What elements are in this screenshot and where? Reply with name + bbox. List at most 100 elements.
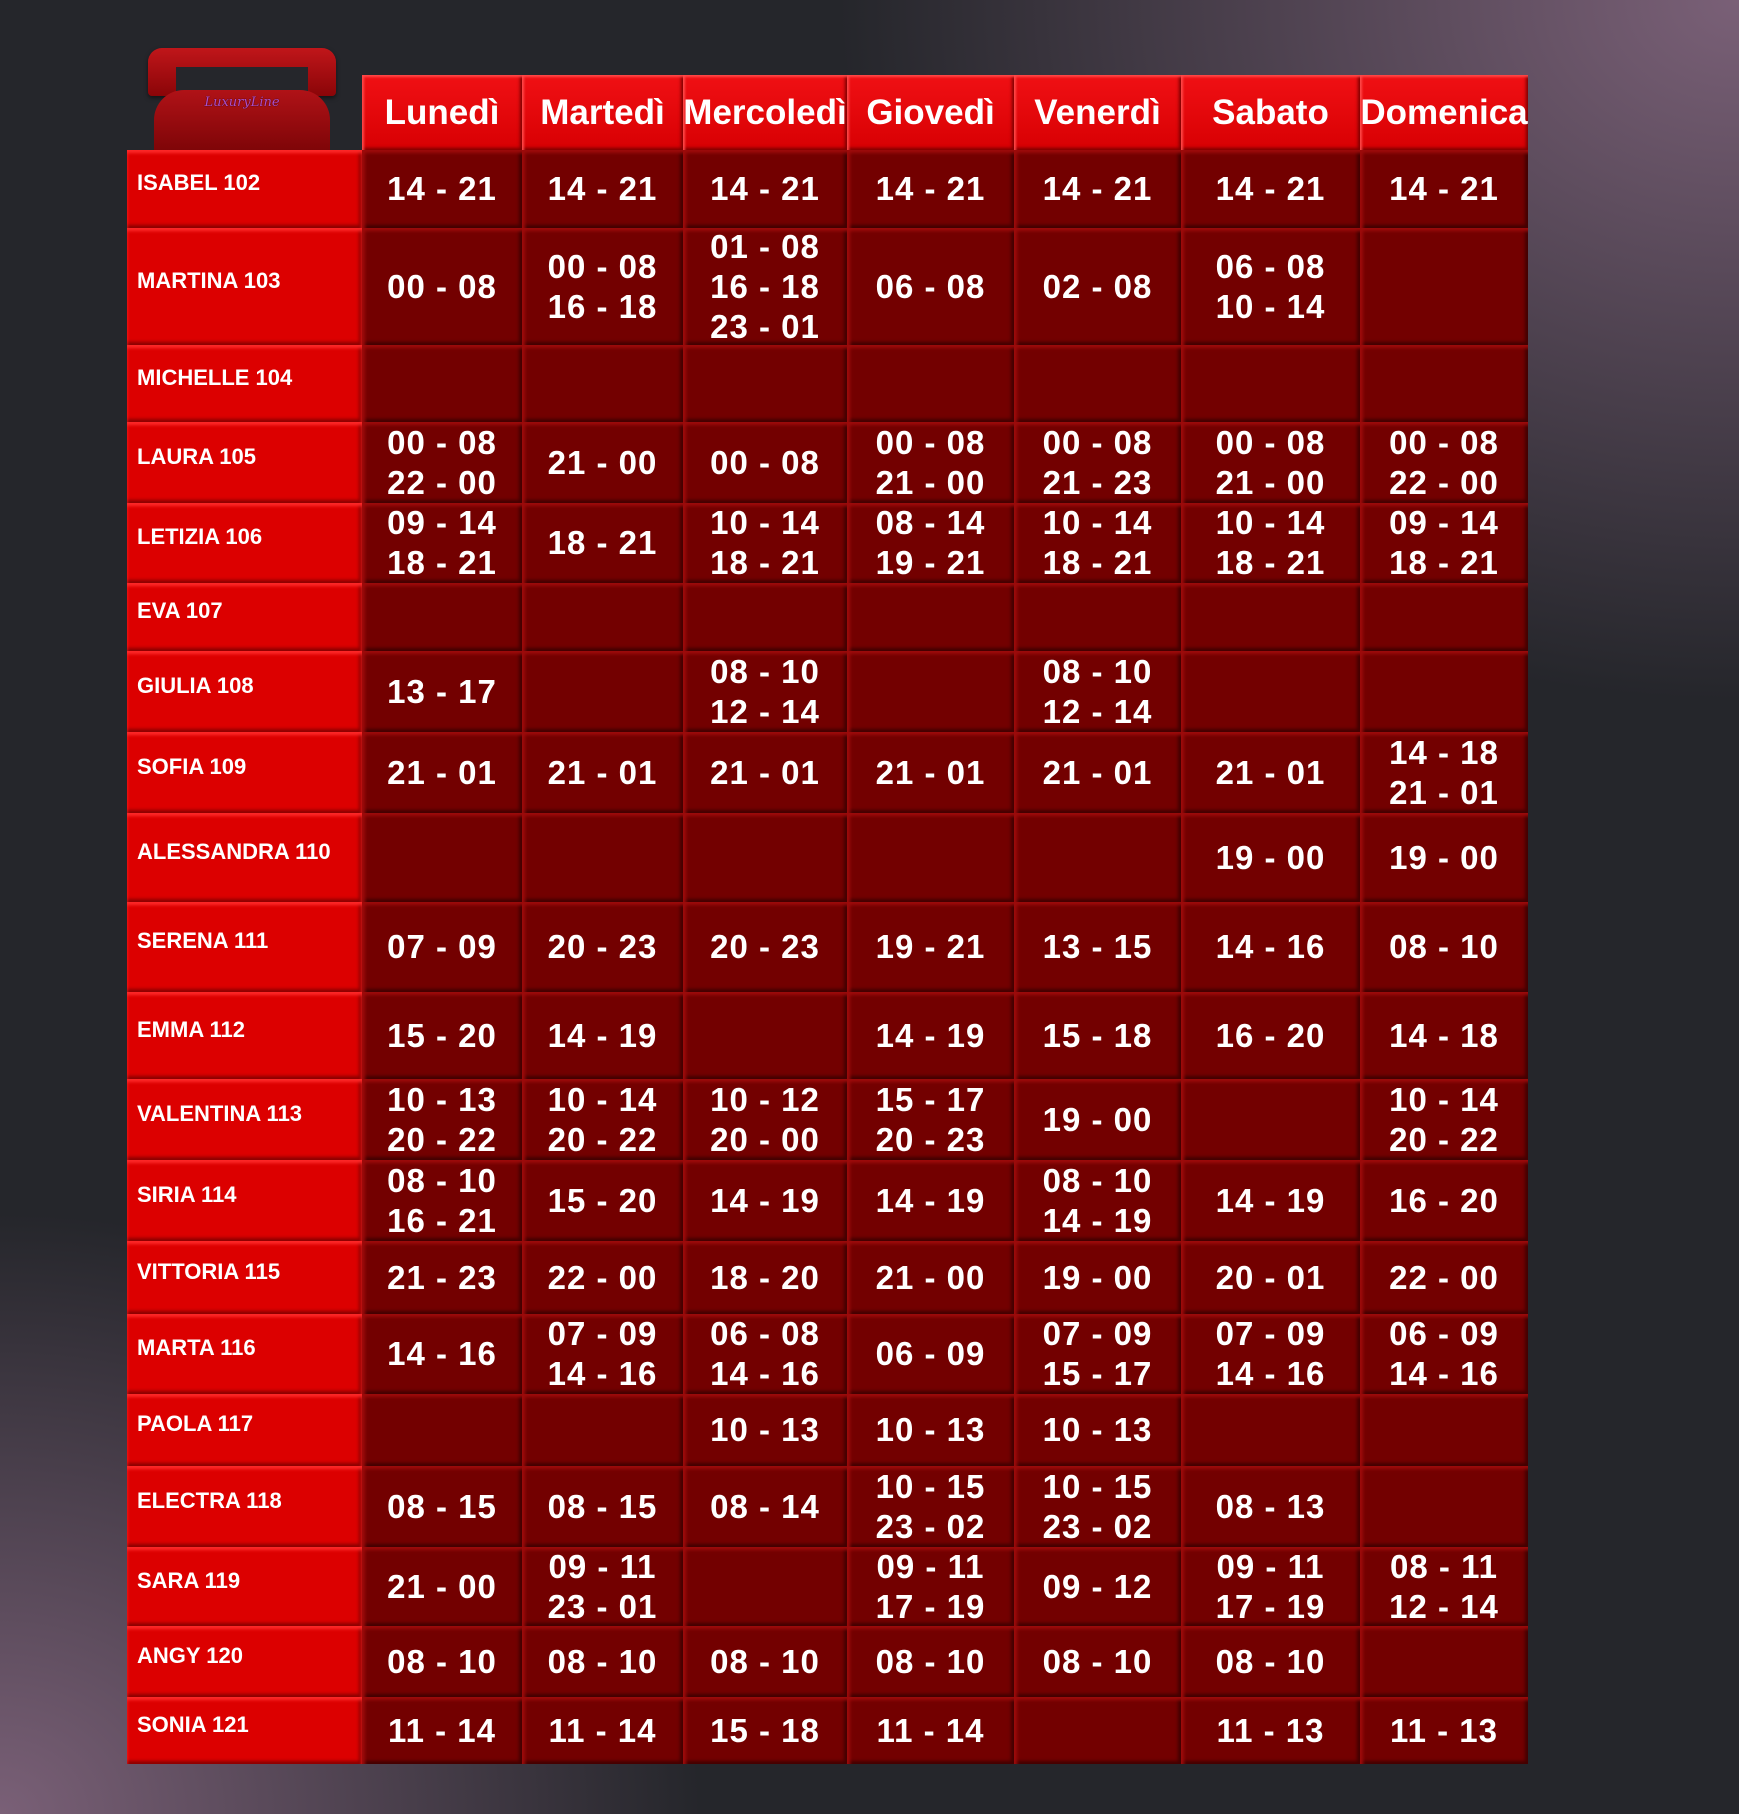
schedule-cell (522, 1394, 683, 1466)
day-header-4: Venerdì (1014, 75, 1181, 150)
schedule-cell: 06 - 09 14 - 16 (1360, 1314, 1528, 1394)
schedule-cell: 15 - 18 (1014, 992, 1181, 1079)
schedule-cell: 08 - 10 (1014, 1626, 1181, 1697)
schedule-cell (1181, 583, 1360, 651)
schedule-cell: 00 - 08 21 - 00 (1181, 422, 1360, 503)
schedule-cell: 21 - 00 (362, 1547, 522, 1626)
schedule-cell: 14 - 21 (683, 150, 847, 228)
schedule-cell: 00 - 08 22 - 00 (362, 422, 522, 503)
schedule-cell: 08 - 10 12 - 14 (1014, 651, 1181, 732)
schedule-cell: 08 - 11 12 - 14 (1360, 1547, 1528, 1626)
schedule-cell: 14 - 18 21 - 01 (1360, 732, 1528, 813)
schedule-cell: 16 - 20 (1360, 1160, 1528, 1241)
schedule-cell (683, 813, 847, 902)
schedule-cell: 18 - 21 (522, 503, 683, 583)
schedule-cell (1014, 813, 1181, 902)
operator-name: VALENTINA 113 (127, 1079, 362, 1160)
schedule-cell: 21 - 01 (1014, 732, 1181, 813)
schedule-cell: 14 - 21 (847, 150, 1014, 228)
schedule-cell: 15 - 20 (362, 992, 522, 1079)
schedule-cell: 14 - 18 (1360, 992, 1528, 1079)
schedule-cell: 09 - 14 18 - 21 (1360, 503, 1528, 583)
schedule-cell: 10 - 13 (683, 1394, 847, 1466)
schedule-cell: 10 - 14 18 - 21 (1014, 503, 1181, 583)
schedule-cell: 07 - 09 (362, 902, 522, 992)
schedule-cell: 00 - 08 21 - 23 (1014, 422, 1181, 503)
schedule-cell: 08 - 10 14 - 19 (1014, 1160, 1181, 1241)
schedule-cell: 21 - 01 (1181, 732, 1360, 813)
schedule-cell: 14 - 19 (683, 1160, 847, 1241)
operator-name: ANGY 120 (127, 1626, 362, 1697)
schedule-cell: 15 - 17 20 - 23 (847, 1079, 1014, 1160)
schedule-cell: 19 - 00 (1181, 813, 1360, 902)
schedule-cell: 14 - 19 (522, 992, 683, 1079)
schedule-cell: 13 - 17 (362, 651, 522, 732)
operator-name: PAOLA 117 (127, 1394, 362, 1466)
schedule-cell: 06 - 08 (847, 228, 1014, 345)
schedule-cell (1360, 228, 1528, 345)
schedule-cell: 19 - 00 (1360, 813, 1528, 902)
day-header-3: Giovedì (847, 75, 1014, 150)
schedule-cell: 00 - 08 21 - 00 (847, 422, 1014, 503)
schedule-cell: 08 - 15 (362, 1466, 522, 1547)
schedule-cell: 21 - 01 (362, 732, 522, 813)
operator-name: SERENA 111 (127, 902, 362, 992)
schedule-cell: 06 - 09 (847, 1314, 1014, 1394)
operator-name: EMMA 112 (127, 992, 362, 1079)
day-header-1: Martedì (522, 75, 683, 150)
schedule-cell: 18 - 20 (683, 1241, 847, 1314)
operator-name: ELECTRA 118 (127, 1466, 362, 1547)
schedule-cell: 20 - 23 (683, 902, 847, 992)
schedule-cell (522, 583, 683, 651)
schedule-cell: 11 - 14 (847, 1697, 1014, 1764)
schedule-cell (362, 813, 522, 902)
operator-name: ALESSANDRA 110 (127, 813, 362, 902)
day-header-5: Sabato (1181, 75, 1360, 150)
schedule-cell: 00 - 08 (683, 422, 847, 503)
schedule-cell (522, 651, 683, 732)
schedule-cell (1360, 345, 1528, 422)
schedule-cell: 08 - 15 (522, 1466, 683, 1547)
schedule-cell: 11 - 14 (362, 1697, 522, 1764)
schedule-cell: 10 - 14 18 - 21 (683, 503, 847, 583)
schedule-cell (362, 1394, 522, 1466)
schedule-cell: 07 - 09 14 - 16 (522, 1314, 683, 1394)
schedule-cell: 15 - 20 (522, 1160, 683, 1241)
schedule-cell: 14 - 16 (1181, 902, 1360, 992)
schedule-cell (683, 583, 847, 651)
schedule-cell (522, 345, 683, 422)
schedule-cell (1360, 1394, 1528, 1466)
operator-name: SONIA 121 (127, 1697, 362, 1764)
schedule-cell (1014, 1697, 1181, 1764)
telephone-icon (148, 48, 336, 97)
schedule-cell: 08 - 10 (683, 1626, 847, 1697)
schedule-cell: 10 - 12 20 - 00 (683, 1079, 847, 1160)
operator-name: ISABEL 102 (127, 150, 362, 228)
schedule-cell (522, 813, 683, 902)
schedule-cell (847, 345, 1014, 422)
day-header-2: Mercoledì (683, 75, 847, 150)
schedule-cell: 19 - 21 (847, 902, 1014, 992)
schedule-cell: 09 - 14 18 - 21 (362, 503, 522, 583)
schedule-cell: 21 - 01 (683, 732, 847, 813)
schedule-cell: 08 - 10 (362, 1626, 522, 1697)
schedule-cell (1014, 345, 1181, 422)
schedule-cell: 22 - 00 (1360, 1241, 1528, 1314)
schedule-cell: 08 - 13 (1181, 1466, 1360, 1547)
schedule-cell: 20 - 23 (522, 902, 683, 992)
schedule-cell (1360, 651, 1528, 732)
schedule-cell (847, 813, 1014, 902)
schedule-cell: 01 - 08 16 - 18 23 - 01 (683, 228, 847, 345)
schedule-cell (683, 1547, 847, 1626)
schedule-cell (683, 992, 847, 1079)
operator-name: MARTINA 103 (127, 228, 362, 345)
schedule-cell: 21 - 23 (362, 1241, 522, 1314)
schedule-cell: 08 - 10 (522, 1626, 683, 1697)
schedule-cell: 19 - 00 (1014, 1079, 1181, 1160)
operator-name: SIRIA 114 (127, 1160, 362, 1241)
schedule-cell: 14 - 19 (1181, 1160, 1360, 1241)
operator-name: EVA 107 (127, 583, 362, 651)
schedule-cell: 11 - 13 (1181, 1697, 1360, 1764)
schedule-cell: 10 - 14 18 - 21 (1181, 503, 1360, 583)
schedule-cell (1014, 583, 1181, 651)
